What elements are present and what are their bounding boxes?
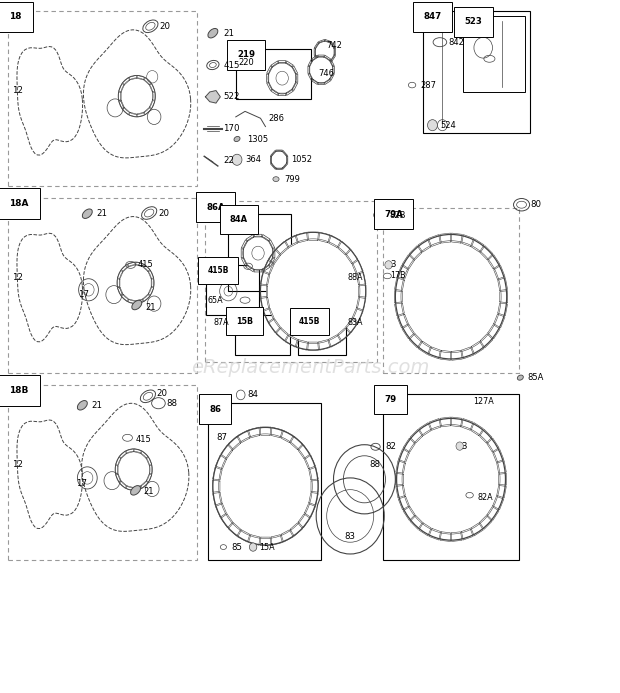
Text: 65A: 65A (207, 297, 223, 306)
Text: 21: 21 (97, 209, 108, 218)
Text: 82: 82 (386, 442, 396, 451)
Polygon shape (205, 91, 220, 103)
Text: 286: 286 (268, 114, 285, 123)
Text: eReplacementParts.com: eReplacementParts.com (191, 358, 429, 377)
Text: 364: 364 (246, 155, 262, 164)
Text: 219: 219 (237, 51, 255, 60)
Text: 415: 415 (138, 261, 154, 270)
Ellipse shape (234, 137, 240, 141)
Text: 415: 415 (223, 60, 240, 69)
Text: 21: 21 (143, 487, 154, 496)
Text: 524: 524 (440, 121, 456, 130)
Text: 17B: 17B (391, 272, 406, 281)
Text: 746: 746 (319, 69, 335, 78)
Ellipse shape (273, 177, 279, 182)
Circle shape (219, 434, 312, 538)
Text: 21: 21 (146, 303, 156, 312)
Text: 79A: 79A (384, 209, 403, 218)
Text: 799: 799 (284, 175, 300, 184)
Text: 18A: 18A (9, 199, 29, 208)
Ellipse shape (131, 486, 141, 495)
Text: 87: 87 (216, 433, 227, 442)
Text: 127A: 127A (472, 397, 494, 406)
Circle shape (117, 451, 150, 488)
Circle shape (249, 543, 257, 551)
Text: 17: 17 (78, 290, 89, 299)
Ellipse shape (132, 300, 142, 310)
Text: 82A: 82A (477, 493, 493, 502)
Text: 15A: 15A (259, 543, 275, 552)
Text: 523: 523 (464, 17, 482, 26)
Text: 83A: 83A (347, 319, 363, 328)
Circle shape (402, 425, 500, 534)
Text: 170: 170 (223, 124, 240, 133)
Circle shape (120, 78, 153, 114)
Text: 21: 21 (91, 401, 102, 410)
Text: 415: 415 (136, 435, 151, 444)
Text: 84: 84 (247, 390, 258, 399)
Text: 22: 22 (223, 156, 234, 165)
Ellipse shape (208, 28, 218, 38)
Text: 18: 18 (9, 12, 22, 21)
Text: 88: 88 (167, 398, 177, 407)
Text: 15B: 15B (236, 317, 253, 326)
Circle shape (428, 120, 438, 131)
Circle shape (315, 41, 335, 63)
Text: 20: 20 (159, 209, 169, 218)
Text: 20: 20 (159, 21, 170, 30)
Text: 79: 79 (384, 395, 396, 404)
Circle shape (119, 265, 152, 301)
Text: 522: 522 (223, 92, 240, 101)
Text: 847: 847 (424, 12, 442, 21)
Text: 21: 21 (223, 28, 234, 37)
Ellipse shape (78, 401, 87, 410)
Circle shape (266, 239, 360, 344)
Circle shape (243, 236, 273, 270)
Text: 87A: 87A (213, 319, 229, 328)
Text: 12: 12 (12, 86, 23, 95)
Text: 18B: 18B (9, 386, 29, 395)
Circle shape (309, 56, 333, 83)
Text: 842: 842 (448, 37, 464, 46)
Text: 3: 3 (461, 441, 467, 450)
Text: 88: 88 (370, 459, 381, 468)
Text: 85: 85 (231, 543, 242, 552)
Text: 20: 20 (157, 389, 167, 398)
Text: 742: 742 (327, 41, 343, 50)
Text: 86: 86 (209, 405, 221, 414)
Ellipse shape (517, 375, 523, 380)
Text: 86A: 86A (206, 202, 224, 211)
Circle shape (268, 62, 296, 94)
Text: 82B: 82B (389, 211, 405, 220)
Text: 12: 12 (12, 459, 23, 468)
Text: 287: 287 (420, 80, 436, 89)
Text: 88A: 88A (347, 273, 363, 282)
Circle shape (232, 155, 242, 166)
Text: 1052: 1052 (291, 155, 312, 164)
Text: 415B: 415B (299, 317, 321, 326)
Text: 85A: 85A (528, 373, 544, 382)
Text: 83: 83 (344, 532, 355, 541)
Text: 1305: 1305 (247, 134, 268, 143)
Ellipse shape (82, 209, 92, 218)
Text: 12: 12 (12, 273, 23, 282)
Circle shape (271, 150, 287, 169)
Circle shape (385, 261, 392, 269)
Text: 3: 3 (391, 261, 396, 270)
Text: 80: 80 (530, 200, 541, 209)
Text: 415B: 415B (207, 266, 229, 275)
Text: 84A: 84A (229, 215, 248, 224)
Text: 17: 17 (76, 479, 87, 488)
Circle shape (401, 240, 501, 353)
Text: 220: 220 (238, 58, 254, 67)
Circle shape (456, 442, 463, 450)
